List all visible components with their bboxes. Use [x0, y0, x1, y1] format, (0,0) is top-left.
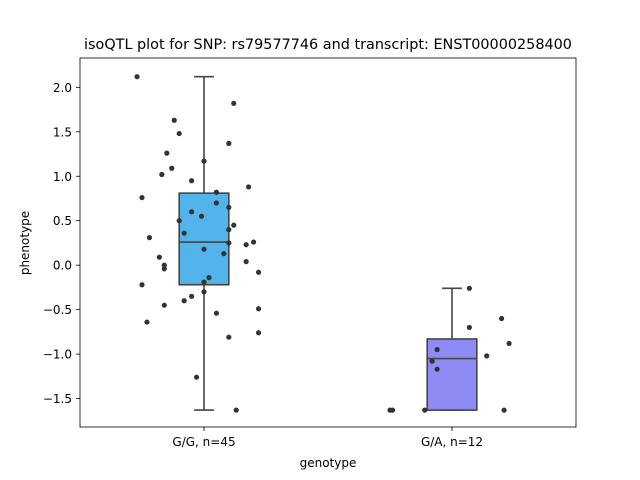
data-point	[189, 293, 195, 299]
data-point	[206, 275, 212, 281]
data-point	[161, 302, 167, 308]
x-axis-label: genotype	[300, 456, 357, 470]
x-tick-label: G/A, n=12	[421, 435, 483, 449]
data-point	[213, 189, 219, 195]
data-point	[189, 178, 195, 184]
data-point	[501, 407, 507, 413]
plot-area: G/G, n=45 G/A, n=12 −1.5 −1.0 −0.5 0.0 0.5 1.0 1…	[43, 57, 577, 449]
data-point	[231, 100, 237, 106]
data-point	[201, 246, 207, 252]
data-point	[499, 315, 505, 322]
data-point	[255, 269, 262, 275]
data-point	[213, 310, 219, 316]
data-point	[181, 298, 187, 304]
data-point	[429, 358, 435, 364]
data-point	[231, 222, 237, 228]
data-point	[255, 306, 262, 312]
axes-frame	[79, 57, 577, 428]
data-point	[171, 117, 177, 123]
y-tick-label: 0.5	[53, 214, 72, 228]
data-point	[226, 227, 232, 233]
y-tick-label: 1.0	[53, 170, 72, 184]
y-tick-label: 2.0	[53, 81, 72, 95]
data-point	[434, 347, 440, 353]
data-point	[255, 330, 262, 336]
data-point	[176, 130, 182, 137]
data-point	[243, 242, 249, 248]
y-tick-label: −0.5	[43, 303, 72, 317]
data-point	[198, 213, 205, 219]
data-point	[226, 334, 232, 340]
data-point	[146, 235, 153, 241]
data-point	[144, 319, 150, 325]
data-point	[181, 230, 187, 236]
data-point	[387, 407, 393, 413]
data-point	[201, 158, 207, 164]
y-tick-label: 0.0	[53, 259, 72, 273]
data-point	[434, 366, 440, 372]
data-point	[139, 282, 145, 288]
y-tick-label: −1.5	[43, 392, 72, 406]
data-point	[201, 279, 207, 285]
data-point	[159, 171, 165, 178]
data-point	[156, 254, 162, 260]
data-point	[226, 204, 232, 210]
data-point	[189, 209, 195, 215]
y-axis-label: phenotype	[18, 211, 32, 275]
data-point	[139, 194, 145, 201]
data-point	[246, 184, 252, 190]
data-point	[176, 218, 182, 224]
data-point	[193, 374, 200, 380]
box-0	[178, 192, 230, 286]
chart-title: isoQTL plot for SNP: rs79577746 and tran…	[84, 37, 572, 53]
data-point	[213, 200, 219, 206]
data-point	[164, 150, 170, 156]
data-point	[161, 262, 167, 268]
data-point	[161, 266, 167, 272]
data-point	[169, 165, 175, 171]
data-point	[226, 140, 232, 146]
data-point	[221, 251, 227, 257]
data-point	[226, 240, 232, 246]
data-point	[466, 285, 472, 291]
data-point	[484, 353, 490, 359]
x-tick-label: G/G, n=45	[172, 435, 235, 449]
data-point	[201, 289, 207, 295]
data-point	[422, 407, 428, 413]
data-point	[466, 324, 472, 331]
data-point	[243, 259, 249, 265]
data-point	[506, 340, 512, 347]
y-tick-label: −1.0	[43, 348, 72, 362]
data-point	[233, 407, 239, 413]
y-tick-label: 1.5	[53, 125, 72, 139]
data-point	[134, 74, 140, 80]
data-point	[251, 239, 257, 245]
